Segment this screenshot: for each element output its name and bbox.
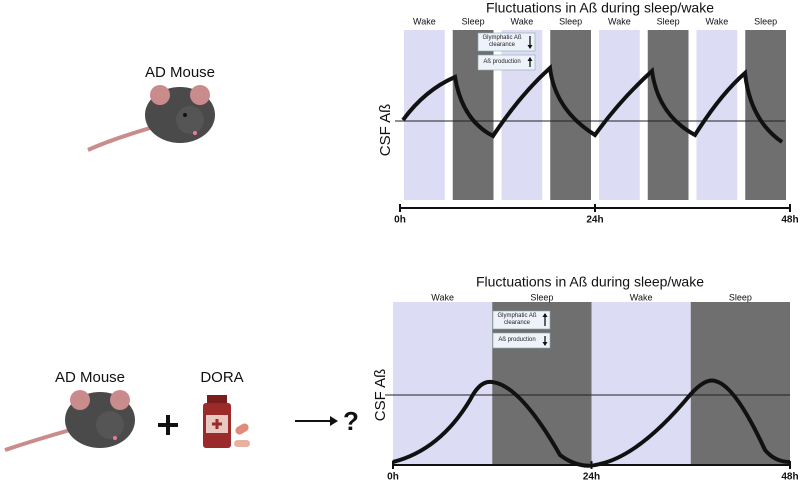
chart-title: Fluctuations in Aß during sleep/wake [476,274,704,290]
note: Glymphatic Aß clearance [497,313,537,326]
y-label: CSF Aß [377,104,394,157]
note-text: Glymphatic Aß clearance [482,35,522,48]
phase-band [599,30,640,200]
phase-band [591,302,691,465]
phase-label: Sleep [530,292,553,302]
drug-icon [203,395,250,448]
note-arrow-head [542,342,548,346]
chart-title: Fluctuations in Aß during sleep/wake [486,0,714,16]
plus [158,415,178,435]
y-label: CSF Aß [372,369,389,422]
x-tick-label: 24h [583,472,600,482]
phase-band [404,30,445,200]
x-tick-label: 48h [781,215,798,226]
label: AD Mouse [145,64,215,81]
note-text: Aß production [483,59,521,65]
phase-label: Sleep [559,16,582,26]
note-box [477,32,536,52]
x-tick-label: 24h [586,215,603,226]
phase-label: Wake [413,16,436,26]
phase-label: Sleep [657,16,680,26]
phase-label: Sleep [729,292,752,302]
phase-label: Wake [511,16,534,26]
note: Aß production [498,337,536,343]
phase-label: Sleep [754,16,777,26]
label: AD Mouse [55,369,125,386]
phase-label: Wake [431,292,454,302]
mouse-icon [4,390,135,452]
phase-band [696,30,738,200]
phase-band [690,302,790,465]
arrow-head [330,416,338,426]
note-arrow-head [527,57,533,61]
phase-label: Sleep [462,16,485,26]
phase-label: Wake [706,16,729,26]
note-text: Glymphatic Aß clearance [497,313,537,326]
x-tick-label: 48h [781,472,798,482]
note: Aß production [483,59,521,65]
note: Glymphatic Aß clearance [482,35,522,48]
phase-label: Wake [608,16,631,26]
phase-band [745,30,786,200]
phase-label: Wake [630,292,653,302]
note-text: Aß production [498,337,536,343]
result: ? [343,406,359,436]
x-tick-label: 0h [394,215,406,226]
label: DORA [200,369,243,386]
curve [401,63,784,144]
note-box [492,332,551,349]
note-arrow-head [527,45,533,49]
x-tick-label: 0h [387,472,399,482]
note-box [477,54,536,71]
phase-band [393,302,493,465]
mouse-icon [87,85,215,152]
note-box [492,310,551,330]
note-arrow-head [542,313,548,317]
